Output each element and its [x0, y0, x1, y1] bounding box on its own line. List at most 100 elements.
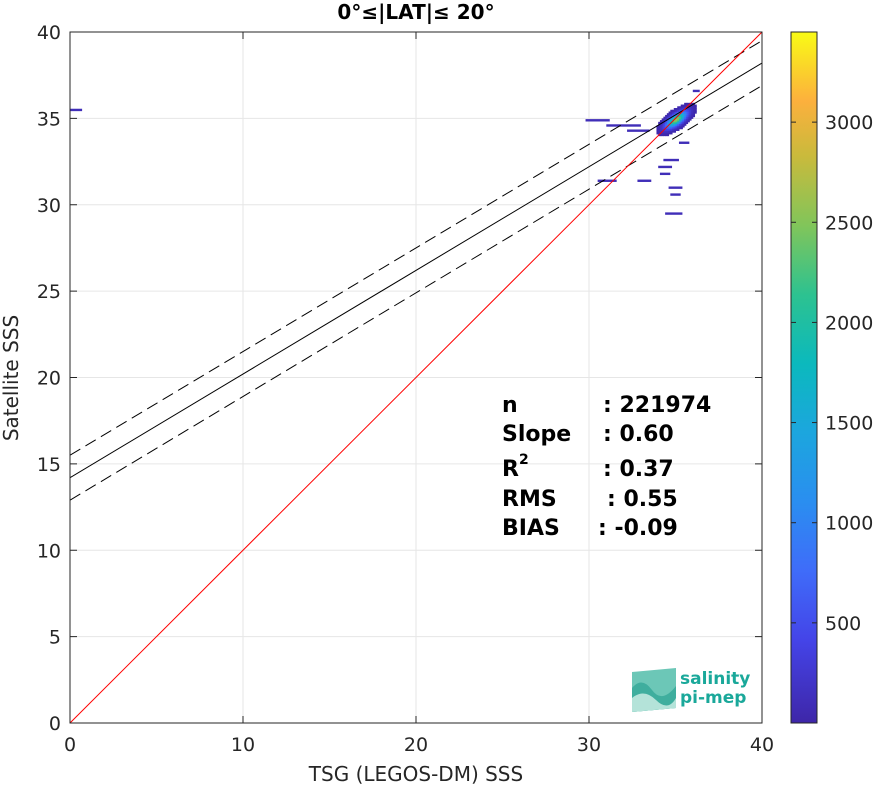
- density-cell: [666, 128, 670, 131]
- density-cell: [678, 106, 682, 109]
- density-cell: [684, 121, 687, 125]
- density-cell: [672, 116, 675, 119]
- colorbar-tick-label: 2000: [825, 312, 873, 334]
- density-outlier: [658, 165, 673, 169]
- density-cell: [677, 128, 680, 131]
- density-cell: [668, 120, 671, 123]
- density-cell: [680, 127, 683, 130]
- density-cell: [689, 111, 692, 114]
- density-cell: [675, 111, 678, 114]
- density-cell: [665, 121, 668, 125]
- density-cell: [659, 133, 663, 137]
- density-outlier: [692, 89, 700, 93]
- density-cell: [656, 128, 659, 131]
- density-cell: [661, 128, 664, 131]
- density-outlier: [668, 186, 683, 189]
- density-outlier: [606, 124, 641, 127]
- stat-r2-sup: 2: [519, 452, 529, 468]
- density-cell: [663, 118, 666, 121]
- density-cell: [687, 116, 690, 119]
- density-cell: [687, 120, 690, 123]
- waves-icon: [632, 668, 676, 712]
- density-cell: [663, 116, 666, 119]
- density-cell: [672, 121, 675, 125]
- density-cell: [665, 130, 668, 133]
- colorbar-tick-label: 2500: [825, 212, 873, 234]
- density-cell: [685, 113, 689, 116]
- density-outlier: [659, 172, 671, 176]
- density-cell: [692, 114, 696, 118]
- density-cell: [668, 125, 671, 128]
- density-cell: [682, 108, 685, 111]
- chart-title: 0°≤|LAT|≤ 20°: [337, 0, 494, 24]
- density-cell: [677, 113, 680, 116]
- density-cell: [687, 108, 690, 111]
- fit-line: [70, 62, 762, 479]
- colorbar-ticks: 500 1000 1500 2000 2500 3000: [791, 112, 873, 635]
- density-cell: [682, 123, 685, 126]
- density-cell: [673, 111, 676, 114]
- density-cell: [665, 132, 668, 135]
- density-cell: [685, 102, 689, 106]
- y-tick-label: 40: [37, 22, 61, 44]
- density-cell: [692, 113, 696, 116]
- density-cell: [672, 118, 675, 121]
- density-cell: [691, 111, 694, 114]
- density-cell: [689, 118, 692, 121]
- density-cell: [656, 130, 659, 133]
- density-cell: [666, 114, 670, 118]
- density-cell: [659, 128, 663, 131]
- density-cell: [661, 132, 664, 135]
- density-cell: [684, 102, 687, 106]
- density-cell: [666, 133, 670, 137]
- density-cell: [680, 121, 683, 125]
- density-cell: [659, 121, 663, 125]
- density-cell: [672, 130, 675, 133]
- density-cell: [672, 128, 675, 131]
- density-cell: [684, 113, 687, 116]
- density-cell: [658, 125, 661, 128]
- stat-rms-value: : 0.55: [607, 487, 678, 512]
- density-cell: [684, 123, 687, 126]
- density-cell: [678, 125, 682, 128]
- density-cell: [665, 120, 668, 123]
- density-cell: [677, 118, 680, 121]
- density-cell: [678, 108, 682, 111]
- density-cell: [685, 111, 689, 114]
- density-cell: [675, 123, 678, 126]
- density-cell: [691, 113, 694, 116]
- density-cell: [675, 121, 678, 125]
- density-cell: [665, 114, 668, 118]
- x-axis-label: TSG (LEGOS-DM) SSS: [308, 762, 523, 786]
- density-cell: [675, 114, 678, 118]
- density-cell: [656, 127, 659, 130]
- x-tick-label: 30: [577, 734, 601, 756]
- density-cell: [680, 123, 683, 126]
- density-cell: [658, 132, 661, 135]
- stat-n-key: n: [502, 393, 518, 418]
- x-tick-label: 0: [64, 734, 76, 756]
- density-cell: [661, 118, 664, 121]
- density-cell: [672, 127, 675, 130]
- density-cell: [673, 127, 676, 130]
- density-cell: [666, 113, 670, 116]
- density-cell: [672, 125, 675, 128]
- density-outlier: [597, 179, 617, 182]
- density-cell: [663, 133, 666, 137]
- density-cell: [666, 130, 670, 133]
- density-cell: [672, 113, 675, 116]
- colorbar: [790, 31, 818, 724]
- density-outlier: [665, 212, 683, 215]
- density-cell: [680, 120, 683, 123]
- colorbar-tick-label: 500: [825, 613, 861, 635]
- density-cell: [672, 123, 675, 126]
- density-cell: [685, 118, 689, 121]
- density-cell: [665, 116, 668, 119]
- density-cell: [673, 109, 676, 112]
- density-cell: [692, 109, 696, 112]
- density-cell: [685, 116, 689, 119]
- density-cell: [673, 113, 676, 116]
- density-cell: [673, 123, 676, 126]
- density-cell: [665, 118, 668, 121]
- density-cell: [689, 108, 692, 111]
